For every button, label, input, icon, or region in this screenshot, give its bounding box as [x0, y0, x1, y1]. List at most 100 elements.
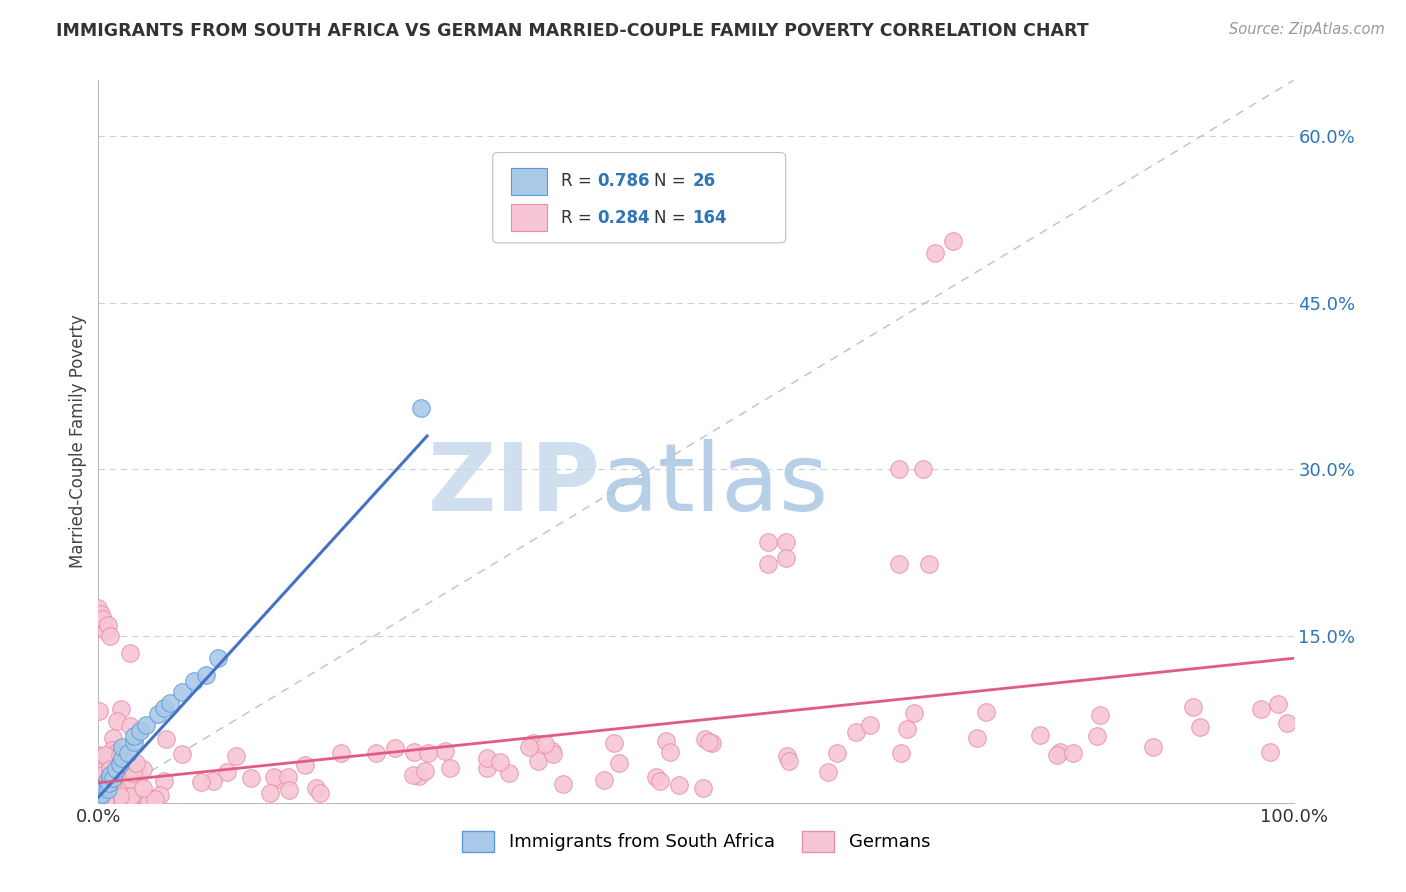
Point — [124, 756, 146, 770]
Point — [117, 754, 139, 768]
Point — [101, 772, 124, 786]
Point — [98, 762, 121, 776]
Point — [93, 791, 115, 805]
Point — [775, 551, 797, 566]
Point — [87, 747, 110, 762]
Point — [90, 785, 112, 799]
Point — [118, 760, 141, 774]
Point — [98, 768, 122, 782]
Point — [94, 769, 117, 783]
Text: atlas: atlas — [600, 439, 828, 531]
Point — [1267, 697, 1289, 711]
Point — [942, 235, 965, 249]
Point — [305, 780, 328, 795]
Point — [607, 756, 630, 770]
Point — [658, 745, 681, 759]
Point — [90, 778, 112, 792]
Point — [105, 714, 128, 728]
Point — [98, 784, 121, 798]
Point — [118, 788, 141, 802]
Point — [603, 736, 626, 750]
Point — [1189, 720, 1212, 734]
Point — [87, 793, 110, 807]
Bar — [510, 204, 547, 231]
Point — [107, 773, 129, 788]
Point — [89, 794, 111, 808]
Point — [655, 733, 678, 747]
Point — [101, 769, 124, 783]
Point — [96, 793, 118, 807]
Point — [408, 769, 430, 783]
Point — [89, 765, 111, 780]
Point — [225, 749, 247, 764]
Point — [190, 775, 212, 789]
Point — [111, 740, 134, 755]
Point — [413, 764, 436, 778]
Point — [97, 786, 120, 800]
Point — [87, 757, 110, 772]
Point — [120, 773, 142, 788]
Point — [384, 740, 406, 755]
Point — [240, 772, 263, 786]
Text: ZIP: ZIP — [427, 439, 600, 531]
Point — [541, 747, 564, 761]
Point — [263, 770, 285, 784]
Point — [117, 766, 139, 780]
Point — [278, 783, 301, 797]
Point — [89, 791, 111, 805]
Point — [138, 794, 160, 808]
Point — [87, 778, 110, 792]
Point — [101, 731, 124, 746]
Point — [889, 557, 911, 571]
Point — [91, 770, 114, 784]
Point — [1062, 747, 1084, 761]
Point — [105, 763, 128, 777]
Point — [697, 734, 720, 748]
Point — [411, 401, 433, 416]
Point — [118, 647, 141, 661]
Point — [91, 792, 114, 806]
Point — [93, 781, 115, 796]
Point — [143, 791, 166, 805]
Point — [94, 748, 117, 763]
Point — [87, 785, 110, 799]
Point — [527, 754, 550, 768]
Point — [110, 751, 132, 765]
Point — [217, 765, 239, 780]
Point — [1260, 745, 1282, 759]
Point — [128, 769, 150, 783]
Point — [90, 607, 112, 621]
Point — [105, 755, 128, 769]
Point — [87, 790, 110, 805]
Point — [94, 624, 117, 638]
Point — [111, 751, 134, 765]
Point — [101, 752, 124, 766]
Point — [155, 731, 177, 746]
Point — [124, 729, 146, 743]
Point — [108, 748, 131, 763]
Point — [668, 778, 690, 792]
Point — [108, 756, 131, 771]
Text: N =: N = — [654, 172, 690, 190]
Point — [827, 747, 849, 761]
Point — [110, 789, 132, 804]
Point — [541, 744, 564, 758]
Point — [100, 783, 122, 797]
Point — [966, 731, 988, 745]
Point — [756, 557, 779, 571]
Point — [551, 777, 574, 791]
Point — [100, 775, 122, 789]
Text: Source: ZipAtlas.com: Source: ZipAtlas.com — [1229, 22, 1385, 37]
Point — [110, 702, 132, 716]
Point — [135, 789, 157, 804]
Point — [475, 751, 498, 765]
Point — [121, 766, 143, 780]
Point — [135, 790, 157, 805]
Point — [90, 792, 112, 806]
Point — [93, 775, 115, 789]
Point — [101, 743, 124, 757]
Point — [183, 673, 205, 688]
Point — [1142, 739, 1164, 754]
Point — [817, 765, 839, 780]
Y-axis label: Married-Couple Family Poverty: Married-Couple Family Poverty — [69, 315, 87, 568]
